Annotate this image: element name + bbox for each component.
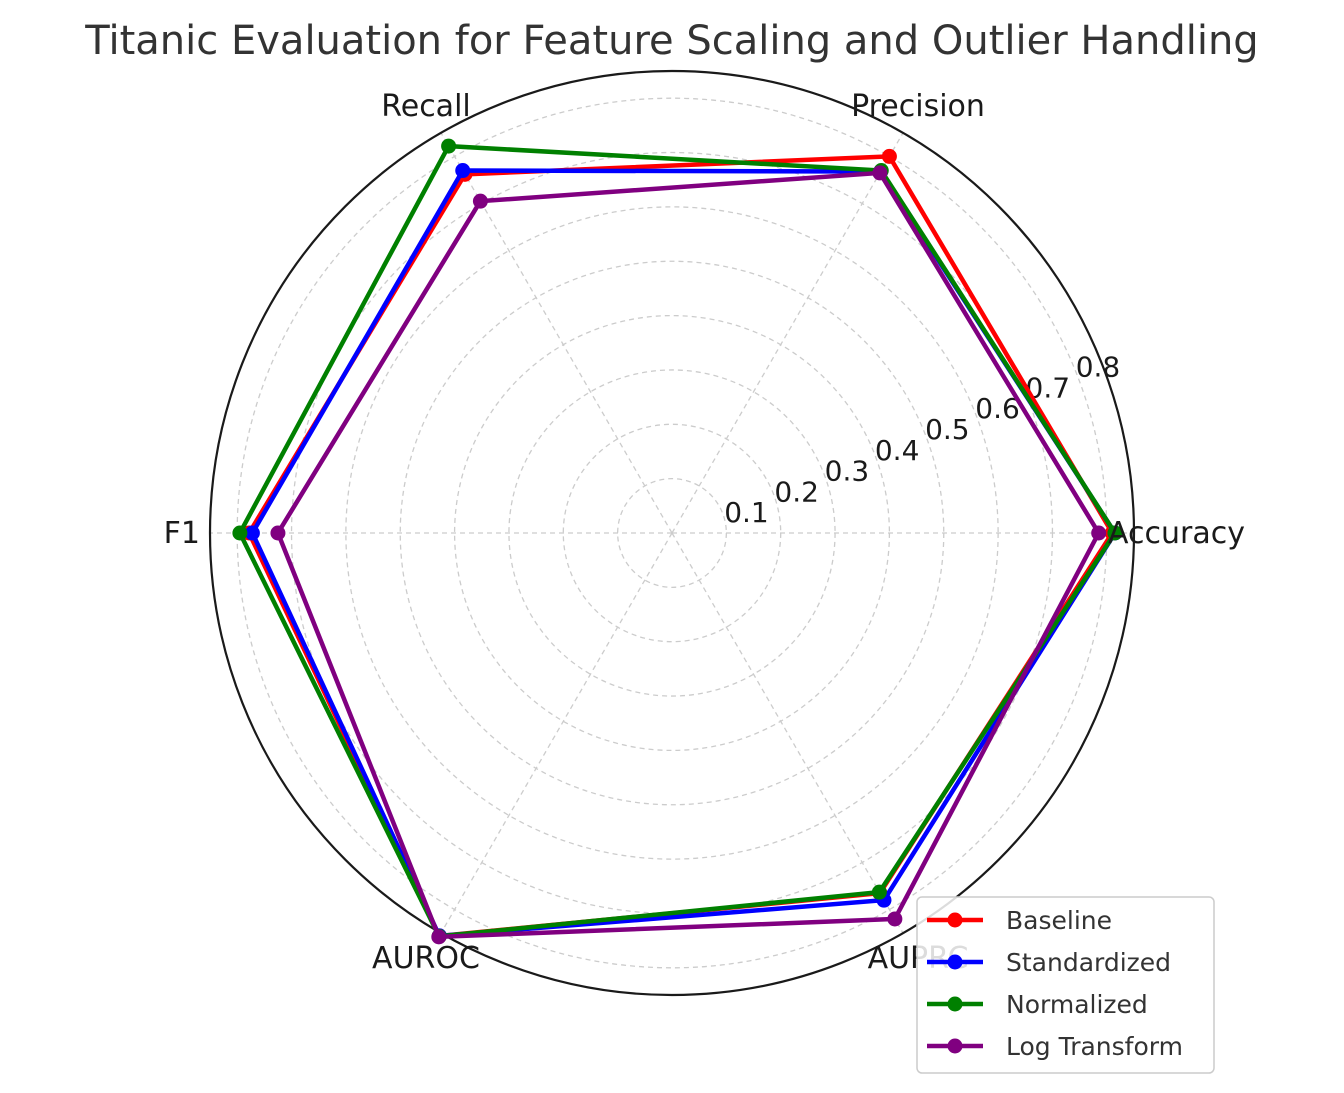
grid-spoke (440, 132, 673, 534)
legend-swatch-marker (947, 996, 963, 1012)
radial-tick-label: 0.5 (925, 413, 970, 446)
axis-label-precision: Precision (851, 89, 985, 124)
data-point (441, 138, 457, 154)
data-point (431, 929, 447, 945)
radial-tick-label: 0.2 (774, 475, 819, 508)
legend-swatch-marker (947, 954, 963, 970)
radial-tick-label: 0.3 (825, 455, 870, 488)
radial-tick-label: 0.4 (875, 434, 920, 467)
grid-layer (208, 69, 1136, 997)
grid-spoke (671, 132, 904, 534)
chart-title: Titanic Evaluation for Feature Scaling a… (84, 18, 1258, 64)
data-point (1091, 525, 1107, 541)
radial-tick-label: 0.1 (724, 496, 769, 529)
data-point (455, 163, 471, 179)
legend-label: Normalized (1006, 990, 1148, 1019)
data-point (232, 525, 248, 541)
legend-swatch-marker (947, 1038, 963, 1054)
radial-tick-label: 0.6 (975, 392, 1020, 425)
data-point (270, 525, 286, 541)
data-point (872, 165, 888, 181)
legend-entry: Log Transform (927, 1032, 1183, 1061)
data-point (871, 884, 887, 900)
grid-spoke (440, 532, 673, 934)
legend: Baseline Standardized Normalized Log Transf… (916, 896, 1215, 1074)
legend-label: Standardized (1006, 948, 1171, 977)
grid-spoke (671, 532, 904, 934)
data-point (1107, 525, 1123, 541)
axis-label-accuracy: Accuracy (1108, 516, 1245, 551)
axis-label-recall: Recall (381, 89, 471, 124)
polar-frame (208, 69, 1136, 997)
legend-entry: Normalized (927, 990, 1148, 1019)
data-point (881, 148, 897, 164)
data-point (472, 193, 488, 209)
radial-ticks: 0.10.20.30.40.50.60.70.8 (724, 351, 1120, 530)
series-log-transform (270, 165, 1107, 945)
data-point (244, 525, 260, 541)
series-baseline (241, 148, 1120, 944)
axis-label-f1: F1 (164, 516, 200, 551)
series-layer (232, 138, 1123, 945)
legend-label: Baseline (1006, 906, 1112, 935)
axis-label-auroc: AUROC (372, 941, 480, 976)
radial-tick-label: 0.8 (1076, 351, 1121, 384)
data-point (887, 911, 903, 927)
legend-entry: Baseline (927, 906, 1112, 935)
legend-swatch-marker (947, 912, 963, 928)
legend-label: Log Transform (1006, 1032, 1183, 1061)
legend-entry: Standardized (927, 948, 1171, 977)
legend-box (916, 896, 1215, 1074)
